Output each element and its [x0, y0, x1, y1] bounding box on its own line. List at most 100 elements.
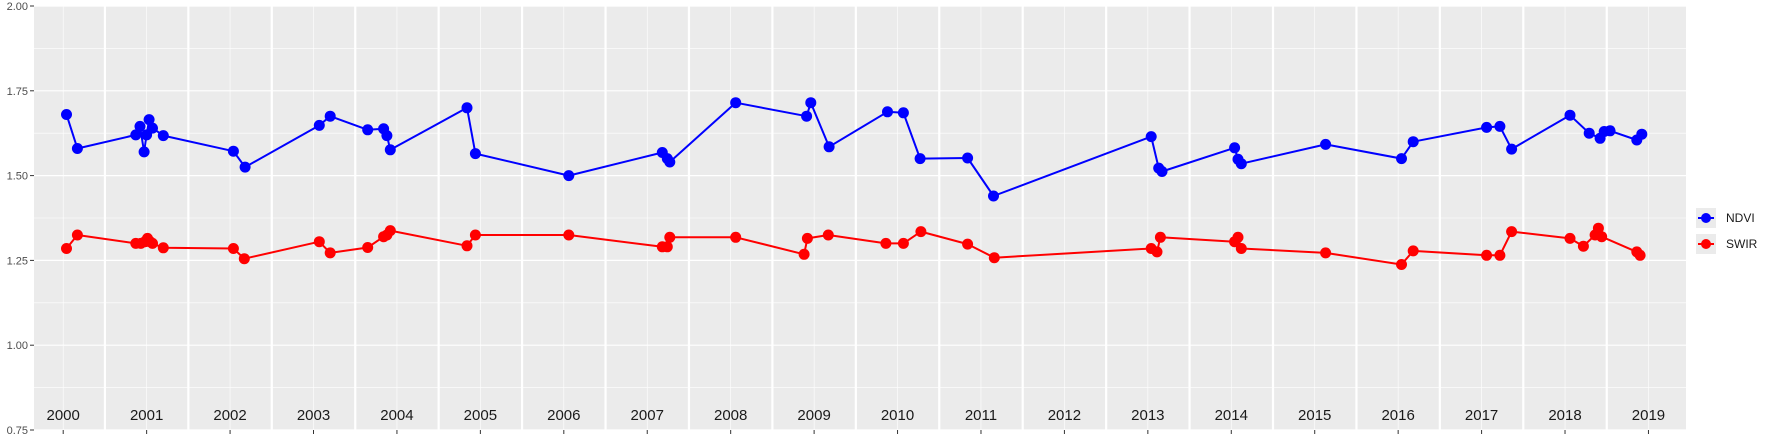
data-point-ndvi — [1156, 166, 1168, 177]
year-label: 2004 — [380, 407, 413, 424]
data-point-ndvi — [1407, 136, 1419, 148]
data-point-ndvi — [1235, 158, 1247, 170]
data-point-swir — [313, 236, 325, 248]
minor-gridlines — [34, 6, 1686, 430]
year-label: 2006 — [547, 407, 580, 424]
year-label: 2003 — [297, 407, 330, 424]
data-point-swir — [897, 237, 909, 249]
data-point-ndvi — [469, 148, 481, 160]
y-tick-label: 2.00 — [7, 1, 28, 13]
data-point-swir — [730, 231, 742, 243]
year-label: 2012 — [1048, 407, 1081, 424]
data-point-swir — [1596, 231, 1608, 243]
data-point-ndvi — [1636, 128, 1648, 140]
data-point-ndvi — [134, 120, 146, 132]
series-points — [61, 97, 1648, 270]
data-point-ndvi — [381, 130, 393, 142]
legend-key-point-ndvi — [1701, 213, 1711, 223]
data-point-swir — [61, 243, 72, 254]
data-point-ndvi — [324, 110, 336, 122]
data-point-swir — [1481, 249, 1493, 261]
data-point-swir — [1592, 222, 1604, 234]
legend: NDVI SWIR — [1696, 208, 1758, 254]
data-point-ndvi — [1396, 153, 1407, 165]
data-point-swir — [1232, 231, 1244, 243]
data-point-ndvi — [1229, 142, 1241, 154]
year-label: 2005 — [464, 407, 497, 424]
data-point-ndvi — [461, 102, 473, 114]
y-tick-label: 1.25 — [7, 255, 28, 267]
year-label: 2001 — [130, 407, 163, 424]
data-point-swir — [880, 237, 892, 249]
data-point-ndvi — [71, 143, 83, 154]
data-point-swir — [227, 243, 239, 254]
year-label: 2014 — [1215, 407, 1248, 424]
data-point-ndvi — [1320, 138, 1332, 150]
year-label: 2008 — [714, 407, 747, 424]
year-labels: 2000 2001 2002 2003 2004 2005 2006 2007 2008 2009… — [47, 407, 1666, 424]
data-point-swir — [1320, 247, 1332, 259]
data-point-ndvi — [882, 106, 893, 118]
data-point-swir — [157, 242, 169, 254]
data-point-ndvi — [384, 144, 396, 156]
legend-key-point-swir — [1701, 239, 1711, 249]
y-axis: 0.75 1.00 1.25 1.50 1.75 2.00 — [7, 1, 34, 437]
year-label: 2009 — [797, 407, 830, 424]
year-label: 2000 — [47, 407, 80, 424]
year-label: 2016 — [1381, 407, 1414, 424]
data-point-swir — [384, 225, 396, 237]
data-point-ndvi — [988, 190, 999, 202]
y-tick-label: 1.00 — [7, 340, 28, 352]
data-point-ndvi — [664, 156, 676, 168]
data-point-ndvi — [147, 122, 158, 134]
year-label: 2011 — [965, 407, 997, 424]
data-point-ndvi — [1494, 120, 1506, 132]
data-point-swir — [1235, 243, 1247, 254]
data-point-ndvi — [1506, 143, 1518, 155]
year-label: 2002 — [213, 407, 246, 424]
year-label: 2018 — [1548, 407, 1581, 424]
data-point-ndvi — [313, 119, 325, 131]
data-point-swir — [1396, 259, 1407, 270]
major-gridlines — [34, 5, 1686, 431]
data-point-swir — [461, 240, 473, 252]
data-point-swir — [988, 252, 1000, 264]
y-tick-label: 1.50 — [7, 171, 28, 183]
data-point-ndvi — [61, 109, 72, 120]
data-point-ndvi — [227, 145, 239, 157]
data-point-ndvi — [914, 153, 926, 165]
data-point-swir — [801, 232, 813, 244]
y-tick-label: 0.75 — [7, 425, 28, 437]
year-label: 2015 — [1298, 407, 1331, 424]
data-point-ndvi — [362, 124, 374, 136]
data-point-swir — [71, 229, 83, 241]
data-point-ndvi — [1583, 127, 1595, 139]
data-point-ndvi — [962, 152, 974, 164]
data-point-ndvi — [1604, 125, 1616, 137]
data-point-ndvi — [130, 129, 142, 141]
year-label: 2010 — [881, 407, 914, 424]
data-point-swir — [661, 241, 673, 253]
data-point-ndvi — [138, 146, 150, 158]
data-point-swir — [1634, 249, 1646, 261]
data-point-ndvi — [143, 114, 155, 126]
data-point-swir — [1151, 246, 1163, 258]
data-point-swir — [147, 237, 158, 249]
data-point-swir — [1494, 249, 1506, 261]
data-point-swir — [563, 229, 575, 241]
year-label: 2013 — [1131, 407, 1164, 424]
legend-label-swir: SWIR — [1726, 237, 1758, 251]
data-point-ndvi — [897, 107, 909, 119]
data-point-ndvi — [730, 97, 742, 109]
data-point-swir — [664, 231, 676, 243]
data-point-ndvi — [157, 130, 169, 142]
data-point-swir — [324, 247, 336, 259]
y-tick-label: 1.75 — [7, 86, 28, 98]
data-point-swir — [962, 238, 974, 250]
year-label: 2019 — [1632, 407, 1665, 424]
data-point-swir — [915, 226, 927, 238]
x-axis-ticks — [62, 430, 1649, 434]
data-point-swir — [469, 229, 481, 241]
data-point-ndvi — [563, 170, 575, 182]
